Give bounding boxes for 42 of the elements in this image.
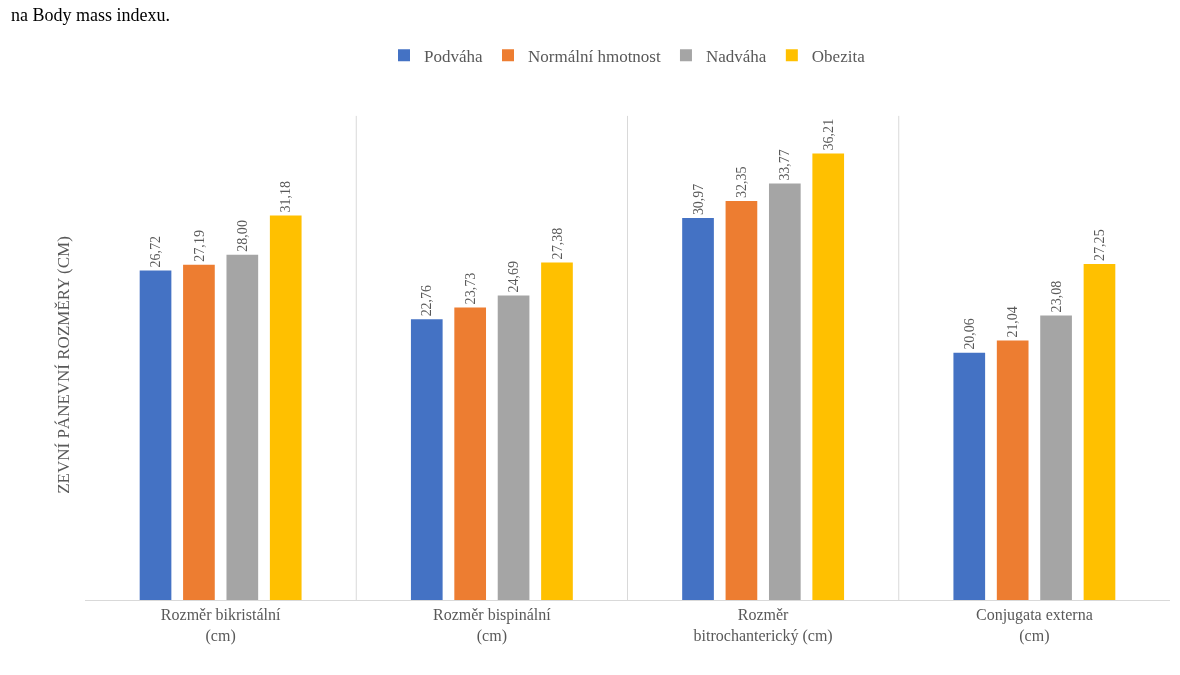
legend-label: Obezita (811, 46, 866, 66)
bar (269, 215, 302, 600)
data-label: 23,73 (461, 272, 478, 305)
data-label: 28,00 (234, 220, 251, 252)
y-axis-title: ZEVNÍ PÁNEVNÍ ROZMĚRY (CM) (53, 236, 73, 494)
data-label: 36,21 (819, 118, 836, 151)
bar (183, 264, 215, 600)
data-label: 33,77 (777, 149, 793, 181)
data-label: 24,69 (505, 260, 522, 293)
legend-label: Normální hmotnost (528, 46, 661, 66)
bar (682, 218, 714, 600)
data-label: 31,18 (277, 180, 294, 213)
data-label: 23,08 (1047, 280, 1064, 313)
bar (996, 340, 1029, 600)
data-label: 27,25 (1091, 229, 1108, 261)
text: na Body mass indexu. (11, 5, 170, 25)
data-label: 30,97 (690, 183, 706, 216)
bar (812, 153, 845, 600)
bar (497, 295, 530, 600)
data-label: 27,19 (190, 230, 207, 262)
x-tick-label: Conjugata externa (cm) (975, 606, 1093, 645)
x-tick-label: Rozměr bispinální (cm) (433, 606, 552, 645)
legend-label: Nadváha (705, 46, 767, 66)
data-label: 20,06 (961, 318, 977, 350)
bar (226, 254, 259, 600)
data-label: 27,38 (548, 227, 565, 260)
data-label: 22,76 (419, 285, 435, 317)
x-tick-label: Rozměr bikristální (cm) (160, 606, 281, 645)
bar (768, 183, 801, 600)
legend-label: Podváha (424, 46, 483, 66)
bar (953, 352, 986, 600)
bar (139, 270, 172, 600)
bar (1083, 263, 1116, 600)
bar (541, 262, 573, 600)
data-label: 26,72 (147, 235, 164, 268)
data-label: 21,04 (1005, 306, 1021, 338)
bar (1040, 315, 1072, 600)
bar (725, 201, 758, 600)
x-tick-label: Rozměr bitrochanterický (cm) (693, 606, 833, 645)
data-label: 32,35 (733, 166, 750, 199)
bar (410, 319, 443, 600)
bar (454, 307, 487, 600)
